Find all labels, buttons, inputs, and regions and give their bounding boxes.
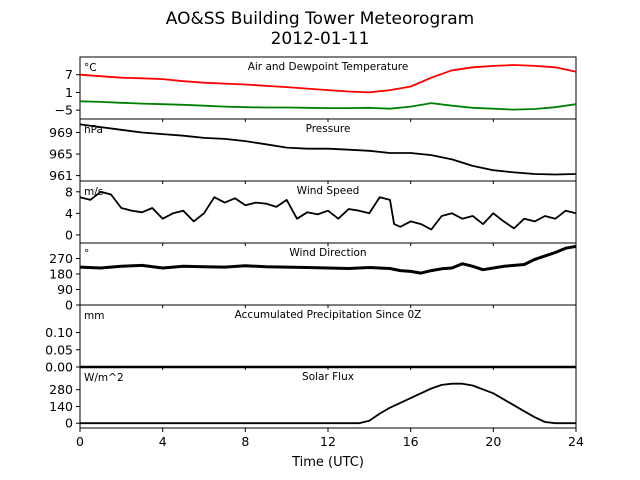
panel-precipitation: Accumulated Precipitation Since 0Z mm 0.00… <box>45 304 577 375</box>
y-tick-label: 1 <box>65 85 73 100</box>
x-axis-label: Time (UTC) <box>291 455 364 470</box>
panel-title: Air and Dewpoint Temperature <box>248 61 409 73</box>
panel-title: Wind Direction <box>289 247 366 259</box>
x-tick-label: 0 <box>76 434 84 449</box>
panel-title: Pressure <box>306 123 351 135</box>
y-tick-label: 270 <box>49 251 73 266</box>
x-tick-label: 4 <box>159 434 167 449</box>
x-tick-label: 20 <box>485 434 501 449</box>
panel-title: Solar Flux <box>302 371 354 383</box>
y-tick-label: 961 <box>49 168 73 183</box>
y-tick-label: 0.00 <box>45 360 73 375</box>
x-axis: 0 4 8 12 16 20 24 <box>76 434 584 449</box>
y-tick-label: 280 <box>49 382 73 397</box>
series-line <box>79 244 577 275</box>
y-tick-label: −5 <box>55 103 73 118</box>
x-tick-label: 24 <box>568 434 584 449</box>
panel-unit: mm <box>84 310 104 322</box>
panel-unit: W/m^2 <box>84 372 124 384</box>
series-line <box>79 100 577 111</box>
y-tick-label: 180 <box>49 267 73 282</box>
panel-title: Wind Speed <box>297 185 360 197</box>
y-tick-label: 969 <box>49 125 73 140</box>
y-tick-label: 140 <box>49 399 73 414</box>
y-tick-label: 4 <box>65 206 73 221</box>
y-tick-label: 0.05 <box>45 342 73 357</box>
x-tick-label: 12 <box>320 434 336 449</box>
y-tick-label: 0 <box>65 227 73 242</box>
series-line <box>79 64 577 94</box>
y-tick-label: 90 <box>57 282 73 297</box>
panel-wind_speed: Wind Speed m/s 0 4 8 <box>65 180 577 246</box>
y-tick-label: 0.10 <box>45 325 73 340</box>
series-line <box>79 123 577 176</box>
x-tick-label: 8 <box>241 434 249 449</box>
panel-unit: ° <box>84 248 89 260</box>
y-tick-label: 0 <box>65 298 73 313</box>
chart-subtitle: 2012-01-11 <box>270 29 370 49</box>
x-tick-label: 16 <box>403 434 419 449</box>
panel-title: Accumulated Precipitation Since 0Z <box>235 309 422 321</box>
panels-layer: Air and Dewpoint Temperature °C −5 1 7 Pressu… <box>45 56 577 432</box>
panel-solar_flux: Solar Flux W/m^2 0 140 280 <box>49 366 577 432</box>
panel-unit: °C <box>84 62 97 74</box>
chart-title: AO&SS Building Tower Meteorogram <box>165 9 475 29</box>
panel-temperature: Air and Dewpoint Temperature °C −5 1 7 <box>55 56 577 122</box>
y-tick-label: 965 <box>49 147 73 162</box>
y-tick-label: 8 <box>65 184 73 199</box>
y-tick-label: 0 <box>65 416 73 431</box>
series-line <box>80 382 576 425</box>
y-tick-label: 7 <box>65 67 73 82</box>
panel-unit: m/s <box>84 186 103 198</box>
series-line <box>79 190 577 231</box>
